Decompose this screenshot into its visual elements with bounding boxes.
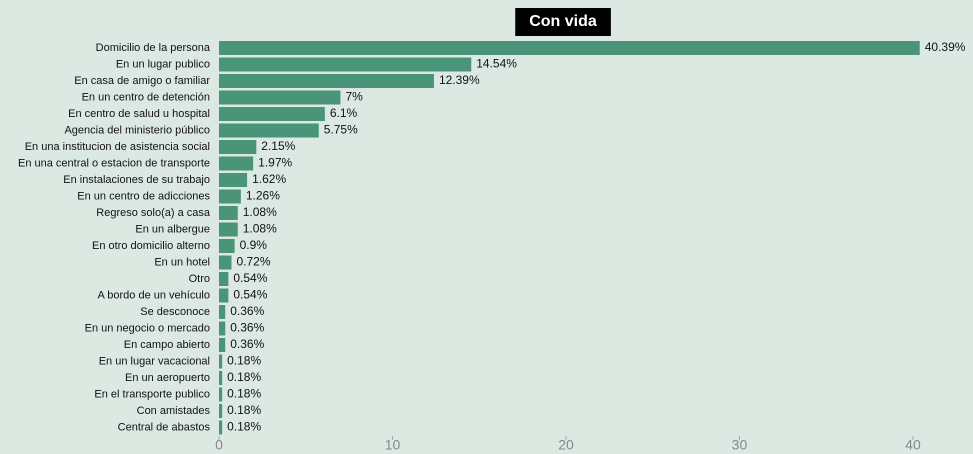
value-label: 0.36% bbox=[230, 321, 264, 335]
value-label: 1.08% bbox=[243, 205, 277, 219]
x-tick-label: 10 bbox=[385, 437, 401, 453]
category-label: Con amistades bbox=[137, 405, 211, 417]
category-label: En un hotel bbox=[154, 256, 210, 268]
bar bbox=[219, 90, 341, 105]
category-label: Agencia del ministerio público bbox=[64, 124, 210, 136]
x-tick-label: 40 bbox=[905, 437, 921, 453]
category-label: En otro domicilio alterno bbox=[92, 240, 210, 252]
value-label: 0.54% bbox=[233, 288, 267, 302]
category-label: En casa de amigo o familiar bbox=[74, 75, 210, 87]
category-label: En instalaciones de su trabajo bbox=[63, 174, 210, 186]
value-label: 0.18% bbox=[227, 403, 261, 417]
value-label: 1.97% bbox=[258, 156, 292, 170]
bar bbox=[219, 156, 254, 171]
bar bbox=[219, 371, 223, 385]
bar bbox=[219, 123, 319, 138]
bar bbox=[219, 239, 235, 253]
value-label: 0.18% bbox=[227, 420, 261, 434]
value-label: 0.36% bbox=[230, 337, 264, 351]
bar bbox=[219, 107, 325, 121]
category-label: En centro de salud u hospital bbox=[68, 108, 210, 120]
value-label: 1.08% bbox=[243, 222, 277, 236]
category-label: En un aeropuerto bbox=[125, 372, 210, 384]
bar bbox=[219, 387, 223, 402]
category-label: Otro bbox=[189, 273, 210, 285]
value-label: 0.18% bbox=[227, 387, 261, 401]
value-label: 0.72% bbox=[236, 255, 270, 269]
category-label: Regreso solo(a) a casa bbox=[96, 207, 211, 219]
value-label: 0.18% bbox=[227, 354, 261, 368]
bar bbox=[219, 321, 226, 336]
chart-title: Con vida bbox=[529, 13, 597, 30]
bar bbox=[219, 404, 223, 418]
bar bbox=[219, 206, 238, 220]
value-label: 0.9% bbox=[240, 238, 268, 252]
category-label: En una institucion de asistencia social bbox=[25, 141, 210, 153]
bar bbox=[219, 189, 241, 204]
category-label: Domicilio de la persona bbox=[96, 42, 211, 54]
bar bbox=[219, 420, 223, 435]
category-label: A bordo de un vehículo bbox=[97, 289, 210, 301]
bar bbox=[219, 140, 257, 154]
bar bbox=[219, 41, 920, 55]
bar bbox=[219, 338, 226, 352]
category-label: En un lugar publico bbox=[116, 58, 210, 70]
bar bbox=[219, 272, 229, 286]
value-label: 0.36% bbox=[230, 304, 264, 318]
category-label: En el transporte publico bbox=[94, 388, 210, 400]
bar bbox=[219, 288, 229, 303]
x-tick-label: 30 bbox=[732, 437, 748, 453]
bar bbox=[219, 173, 248, 187]
bar bbox=[219, 354, 223, 369]
value-label: 12.39% bbox=[439, 73, 480, 87]
bar bbox=[219, 57, 472, 72]
bar bbox=[219, 74, 434, 88]
value-label: 1.62% bbox=[252, 172, 286, 186]
value-label: 1.26% bbox=[246, 189, 280, 203]
category-label: En un negocio o mercado bbox=[85, 322, 210, 334]
value-label: 0.18% bbox=[227, 370, 261, 384]
value-label: 7% bbox=[345, 90, 363, 104]
category-label: En un albergue bbox=[135, 223, 210, 235]
bar bbox=[219, 305, 226, 319]
x-tick-label: 20 bbox=[558, 437, 574, 453]
category-label: Se desconoce bbox=[140, 306, 210, 318]
value-label: 0.54% bbox=[233, 271, 267, 285]
value-label: 2.15% bbox=[261, 139, 295, 153]
category-label: Central de abastos bbox=[118, 421, 211, 433]
value-label: 5.75% bbox=[324, 123, 358, 137]
value-label: 14.54% bbox=[476, 57, 517, 71]
category-label: En una central o estacion de transporte bbox=[18, 157, 210, 169]
category-label: En un centro de adicciones bbox=[77, 190, 210, 202]
bar bbox=[219, 222, 238, 237]
value-label: 6.1% bbox=[330, 106, 358, 120]
x-tick-label: 0 bbox=[215, 437, 223, 453]
category-label: En campo abierto bbox=[124, 339, 210, 351]
title-box bbox=[515, 8, 611, 36]
bar bbox=[219, 255, 232, 270]
category-label: En un lugar vacacional bbox=[99, 355, 210, 367]
category-label: En un centro de detención bbox=[82, 91, 210, 103]
value-label: 40.39% bbox=[925, 40, 966, 54]
